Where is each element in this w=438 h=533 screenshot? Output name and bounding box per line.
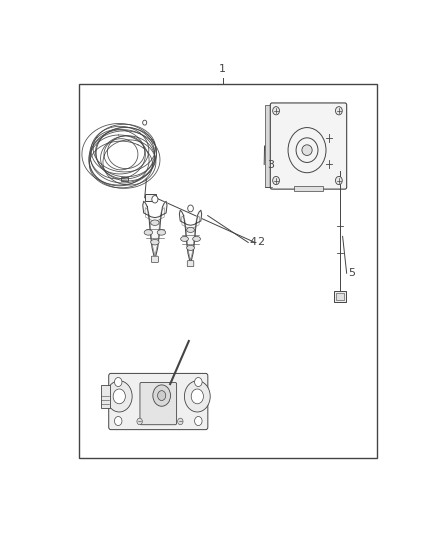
Text: 5: 5 xyxy=(348,268,355,278)
Ellipse shape xyxy=(187,245,194,251)
Circle shape xyxy=(114,377,122,386)
Ellipse shape xyxy=(187,228,194,232)
Ellipse shape xyxy=(144,230,152,235)
Ellipse shape xyxy=(151,239,159,245)
FancyBboxPatch shape xyxy=(109,374,208,430)
FancyBboxPatch shape xyxy=(270,103,346,189)
Text: 4: 4 xyxy=(250,238,257,247)
Circle shape xyxy=(194,416,202,425)
Circle shape xyxy=(336,107,342,115)
Bar xyxy=(334,290,346,302)
Circle shape xyxy=(178,418,183,425)
Polygon shape xyxy=(143,201,167,260)
Ellipse shape xyxy=(302,145,312,156)
Text: 1: 1 xyxy=(219,64,226,74)
Ellipse shape xyxy=(180,237,188,241)
Ellipse shape xyxy=(157,230,166,235)
FancyBboxPatch shape xyxy=(187,261,194,266)
Bar xyxy=(101,385,110,408)
Circle shape xyxy=(191,389,203,404)
Circle shape xyxy=(152,196,158,203)
Circle shape xyxy=(184,381,210,412)
Circle shape xyxy=(273,176,279,184)
Circle shape xyxy=(194,377,202,386)
Bar xyxy=(78,84,377,458)
Bar xyxy=(121,177,128,181)
FancyBboxPatch shape xyxy=(140,383,177,425)
Bar xyxy=(336,293,344,300)
Bar xyxy=(294,186,323,191)
Circle shape xyxy=(153,385,170,406)
Bar xyxy=(265,105,272,187)
Ellipse shape xyxy=(151,220,159,225)
Polygon shape xyxy=(180,210,201,264)
FancyBboxPatch shape xyxy=(152,256,159,262)
Circle shape xyxy=(188,205,193,212)
Circle shape xyxy=(273,107,279,115)
Circle shape xyxy=(106,381,132,412)
Text: 6: 6 xyxy=(187,393,194,403)
Ellipse shape xyxy=(193,237,201,241)
Text: 2: 2 xyxy=(257,238,264,247)
Circle shape xyxy=(114,416,122,425)
Circle shape xyxy=(158,391,166,400)
Text: 3: 3 xyxy=(267,159,274,169)
Bar xyxy=(145,194,155,201)
Circle shape xyxy=(113,389,125,404)
Circle shape xyxy=(336,176,342,184)
Circle shape xyxy=(137,418,142,425)
